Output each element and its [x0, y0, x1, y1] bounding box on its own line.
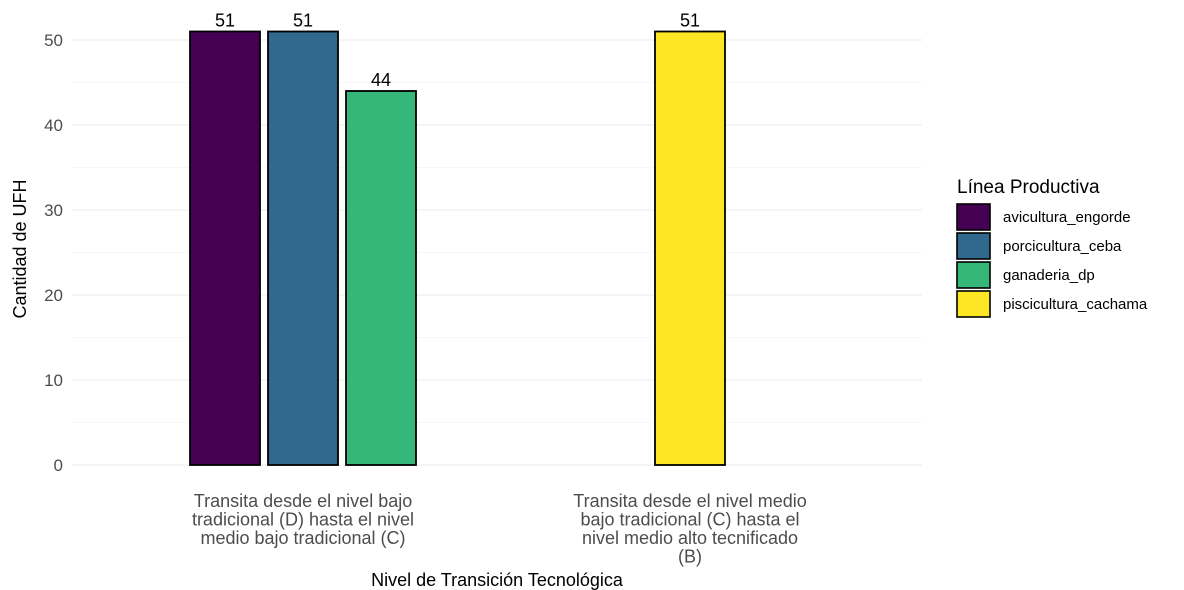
- bar-value-label: 44: [371, 70, 391, 90]
- legend-key-ganaderia_dp: [956, 261, 991, 289]
- y-tick-label: 0: [54, 456, 63, 475]
- legend-key-piscicultura_cachama: [956, 290, 991, 318]
- legend: Línea Productiva avicultura_engordeporci…: [956, 177, 1148, 318]
- x-axis-ticks: Transita desde el nivel bajo tradicional …: [192, 491, 807, 567]
- legend-items: avicultura_engorde porcicultura_cebaganad…: [956, 203, 1148, 318]
- legend-key-avicultura_engorde: [956, 203, 991, 231]
- bar-value-label: 51: [293, 11, 313, 31]
- y-axis-title: Cantidad de UFH: [10, 179, 30, 318]
- x-tick-label-line: Transita desde el nivel medio: [573, 491, 806, 511]
- y-tick-label: 50: [44, 31, 63, 50]
- x-tick-label-line: (B): [678, 547, 702, 567]
- legend-label: avicultura_engorde: [1003, 209, 1131, 226]
- x-tick-label-line: Transita desde el nivel bajo: [194, 491, 412, 511]
- bar-avicultura_engorde: [189, 30, 261, 466]
- x-tick-label: Transita desde el nivel medio bajo tradic…: [573, 491, 806, 567]
- x-tick-label-line: bajo tradicional (C) hasta el: [580, 510, 799, 530]
- y-tick-label: 20: [44, 286, 63, 305]
- legend-title: Línea Productiva: [957, 177, 1100, 198]
- legend-label: ganaderia_dp: [1003, 267, 1095, 284]
- legend-label: porcicultura_ceba: [1003, 238, 1122, 255]
- legend-label: piscicultura_cachama: [1003, 296, 1148, 313]
- bars: [189, 30, 726, 466]
- x-axis-title: Nivel de Transición Tecnológica: [371, 570, 624, 590]
- x-tick-label-line: tradicional (D) hasta el nivel: [192, 510, 414, 530]
- x-tick-label: Transita desde el nivel bajo tradicional …: [192, 491, 414, 548]
- x-tick-label-line: medio bajo tradicional (C): [200, 528, 405, 548]
- data-labels: 51 51 44 51: [215, 11, 700, 91]
- bar-ganaderia_dp: [345, 90, 417, 466]
- y-tick-label: 30: [44, 201, 63, 220]
- x-tick-label-line: nivel medio alto tecnificado: [582, 528, 798, 548]
- bar-piscicultura_cachama: [654, 30, 726, 466]
- bar-value-label: 51: [215, 11, 235, 31]
- bar-porcicultura_ceba: [267, 30, 339, 466]
- y-tick-label: 40: [44, 116, 63, 135]
- y-axis-ticks: 0 10 20 30 40 50: [44, 31, 63, 475]
- bar-value-label: 51: [680, 11, 700, 31]
- legend-key-porcicultura_ceba: [956, 232, 991, 260]
- y-tick-label: 10: [44, 371, 63, 390]
